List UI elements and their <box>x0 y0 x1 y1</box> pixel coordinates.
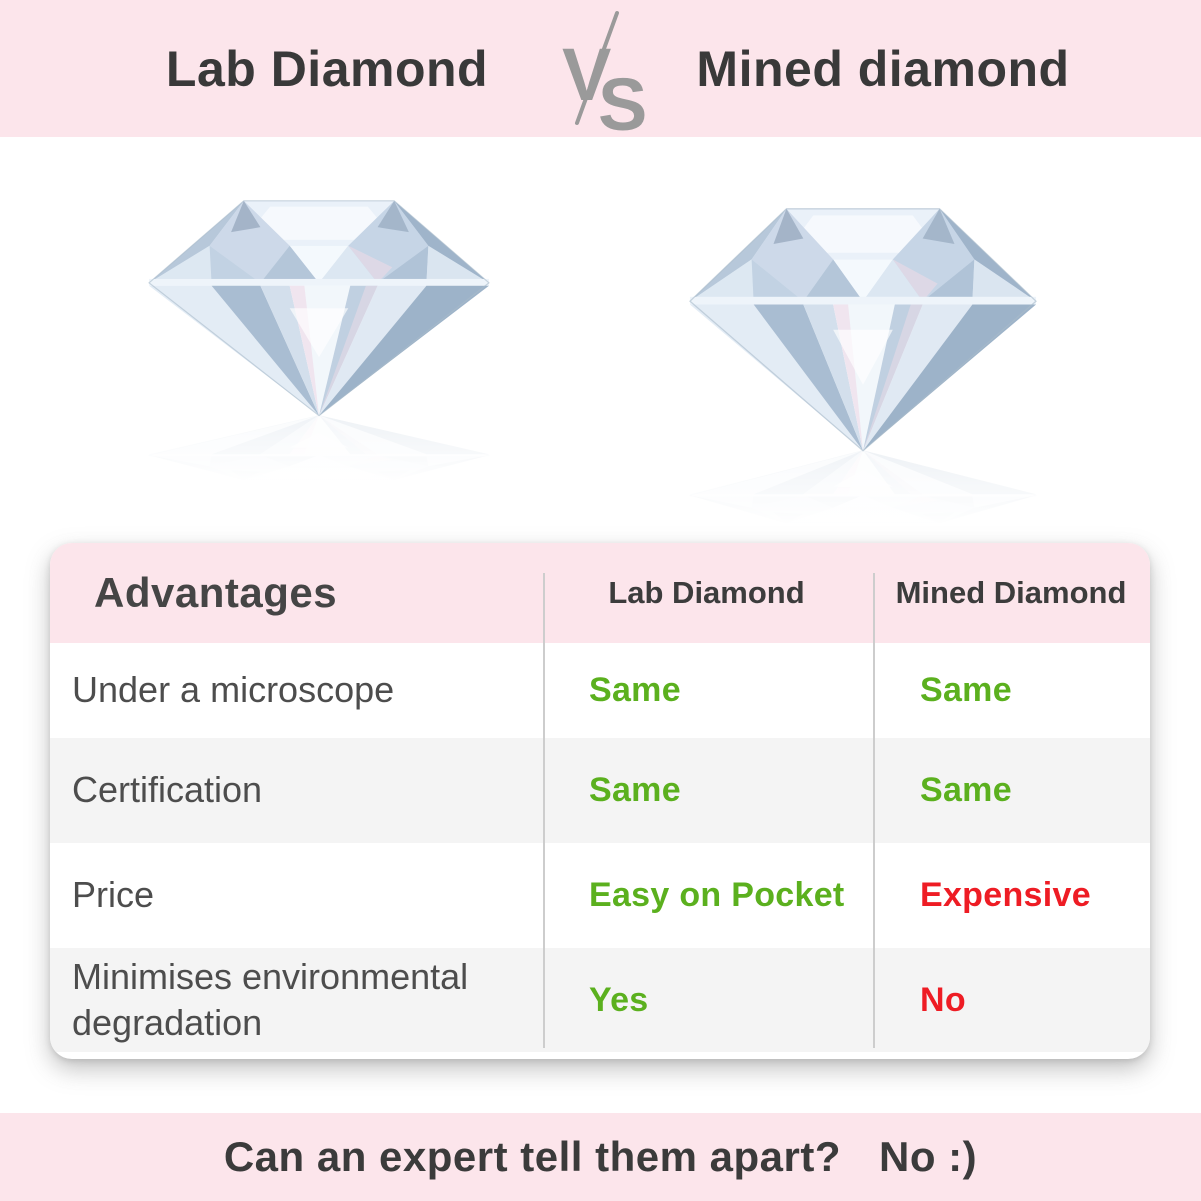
footer-answer: No :) <box>879 1133 978 1180</box>
table-row-price: Price Easy on Pocket Expensive <box>50 843 1150 948</box>
vs-letter-s: S <box>598 63 647 136</box>
row-label: Under a microscope <box>72 669 395 711</box>
table-row-environment: Minimises environmental degradation Yes … <box>50 948 1150 1052</box>
mined-value: No <box>920 980 966 1019</box>
header-band: Lab Diamond V S Mined diamond <box>0 0 1201 137</box>
mined-value: Same <box>920 671 1012 709</box>
row-label: Certification <box>72 769 263 811</box>
mined-value: Same <box>920 771 1012 809</box>
mined-value: Expensive <box>920 876 1091 914</box>
vs-slash-line <box>575 11 619 125</box>
lab-value: Yes <box>589 980 649 1019</box>
mined-diamond-title: Mined diamond <box>696 41 1070 97</box>
advantages-header: Advantages <box>94 569 338 616</box>
comparison-table: Advantages Lab Diamond Mined Diamond Und… <box>50 543 1150 1059</box>
table-header-row: Advantages Lab Diamond Mined Diamond <box>50 543 1150 643</box>
footer-band: Can an expert tell them apart? No :) <box>0 1113 1201 1201</box>
lab-value: Easy on Pocket <box>589 876 845 914</box>
row-label: Minimises environmental degradation <box>72 955 469 1043</box>
mined-diamond-column-header: Mined Diamond <box>895 575 1127 610</box>
vs-letter-v: V <box>562 33 611 116</box>
table-row-certification: Certification Same Same <box>50 738 1150 843</box>
lab-value: Same <box>589 771 681 809</box>
mined-diamond-image <box>684 200 1042 530</box>
lab-value: Same <box>589 671 681 709</box>
lab-diamond-image <box>143 193 495 486</box>
lab-diamond-column-header: Lab Diamond <box>608 575 805 610</box>
column-divider <box>543 573 545 1048</box>
lab-diamond-title: Lab Diamond <box>165 41 489 97</box>
row-label: Price <box>72 874 155 916</box>
footer-question: Can an expert tell them apart? <box>223 1133 841 1180</box>
column-divider <box>873 573 875 1048</box>
table-row-microscope: Under a microscope Same Same <box>50 643 1150 738</box>
vs-separator: V S <box>562 11 647 136</box>
